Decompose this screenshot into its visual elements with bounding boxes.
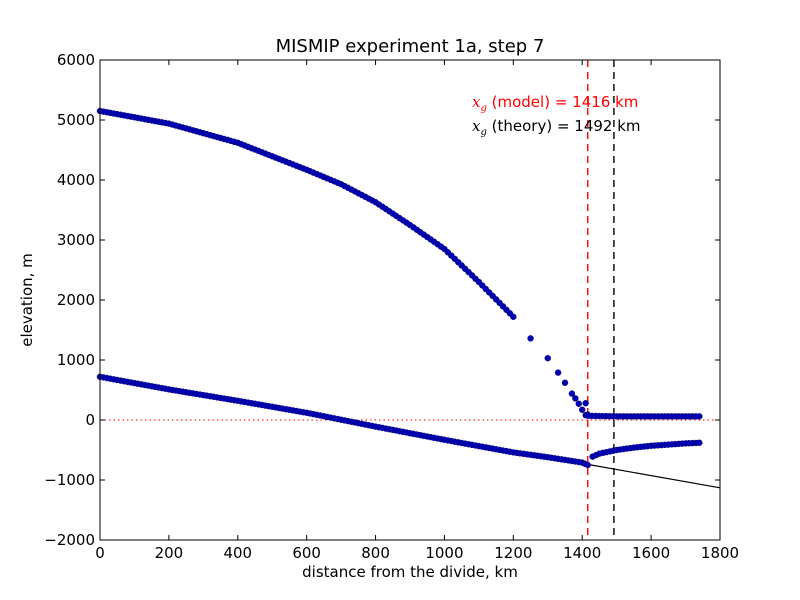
axis-ticks: 0 200 400 600 800 1000 1200 1400 1600 1800 −2000 −1… (44, 51, 739, 562)
y-tick-label: −2000 (44, 531, 95, 549)
x-tick-label: 1600 (632, 544, 670, 562)
bed-slope-line (587, 463, 721, 489)
x-tick-label: 1200 (494, 544, 532, 562)
y-tick-label: 0 (85, 411, 95, 429)
y-tick-label: 1000 (57, 351, 95, 369)
y-tick-label: −1000 (44, 471, 95, 489)
data-point (584, 461, 591, 469)
model-grounding-label: xg (model) = 1416 km (472, 93, 638, 114)
data-point (575, 400, 582, 407)
x-tick-label: 0 (95, 544, 105, 562)
chart-title: MISMIP experiment 1a, step 7 (276, 36, 545, 57)
data-point (527, 335, 534, 342)
y-tick-label: 4000 (57, 171, 95, 189)
data-point (572, 395, 579, 402)
x-tick-label: 1800 (701, 544, 739, 562)
y-tick-label: 6000 (57, 51, 95, 69)
data-point (696, 439, 703, 446)
plot-area (96, 60, 721, 540)
data-point (579, 406, 586, 413)
data-point (582, 400, 589, 407)
x-tick-label: 400 (223, 544, 252, 562)
data-point (554, 369, 562, 376)
x-tick-label: 600 (292, 544, 321, 562)
x-tick-label: 1000 (425, 544, 463, 562)
x-tick-label: 1400 (563, 544, 601, 562)
data-point (544, 355, 551, 362)
theory-grounding-label: xg (theory) = 1492 km (472, 117, 641, 138)
y-tick-label: 2000 (57, 291, 95, 309)
y-axis-label: elevation, m (18, 253, 36, 347)
surface-points (96, 107, 589, 419)
y-tick-label: 3000 (57, 231, 95, 249)
x-tick-label: 200 (155, 544, 184, 562)
x-axis-label: distance from the divide, km (302, 563, 518, 581)
x-tick-label: 800 (361, 544, 390, 562)
y-tick-label: 5000 (57, 111, 95, 129)
data-point (510, 313, 517, 320)
data-point (696, 413, 703, 420)
annotations: xg (model) = 1416 km xg (theory) = 1492 k… (472, 93, 641, 138)
data-point (561, 379, 569, 386)
data-point (568, 390, 576, 397)
ice-shelf-base-points (589, 439, 703, 460)
bed-points (96, 373, 591, 469)
ice-shelf-surface-points (582, 400, 703, 420)
